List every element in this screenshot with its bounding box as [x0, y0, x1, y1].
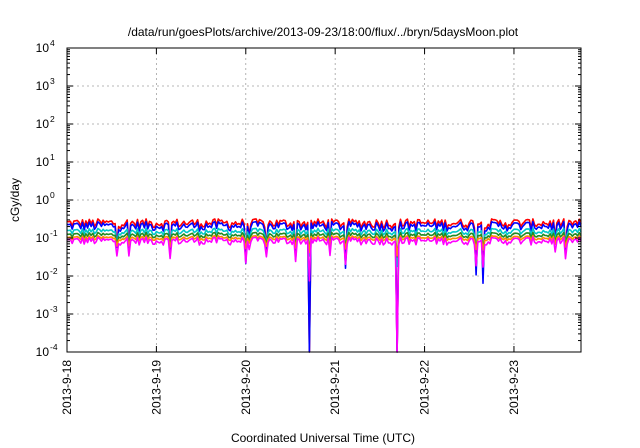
y-tick-label: 10 — [36, 345, 50, 359]
y-tick-exponent: -4 — [50, 342, 58, 352]
y-tick-label: 10 — [36, 41, 50, 55]
y-tick-label: 10 — [36, 155, 50, 169]
x-tick-label: 2013-9-20 — [239, 360, 253, 415]
grid — [67, 48, 581, 352]
series-layer — [66, 218, 582, 353]
series-line-5 — [66, 234, 582, 257]
y-tick-label: 10 — [36, 79, 50, 93]
series-line-2 — [66, 220, 582, 353]
y-tick-label: 10 — [36, 193, 50, 207]
y-tick-exponent: 0 — [50, 190, 55, 200]
y-tick-exponent: -3 — [50, 304, 58, 314]
y-tick-exponent: -1 — [50, 228, 58, 238]
y-tick-label: 10 — [36, 307, 50, 321]
x-tick-label: 2013-9-18 — [60, 360, 74, 415]
y-tick-exponent: 1 — [50, 152, 55, 162]
y-tick-exponent: 4 — [50, 38, 55, 48]
x-tick-label: 2013-9-23 — [507, 360, 521, 415]
ticks — [66, 47, 581, 353]
y-tick-exponent: 3 — [50, 76, 55, 86]
y-tick-label: 10 — [36, 269, 50, 283]
x-tick-label: 2013-9-21 — [328, 360, 342, 415]
chart-title: /data/run/goesPlots/archive/2013-09-23/1… — [128, 25, 519, 39]
series-line-3 — [66, 227, 582, 268]
x-tick-label: 2013-9-22 — [418, 360, 432, 415]
y-tick-label: 10 — [36, 117, 50, 131]
y-tick-exponent: 2 — [50, 114, 55, 124]
y-tick-label: 10 — [36, 231, 50, 245]
series-line-6 — [66, 236, 582, 353]
y-axis-label: cGy/day — [8, 178, 22, 222]
series-line-1 — [66, 218, 582, 353]
series-line-4 — [66, 231, 582, 258]
x-tick-label: 2013-9-19 — [149, 360, 163, 415]
x-axis-label: Coordinated Universal Time (UTC) — [231, 431, 415, 445]
x-tick-labels: 2013-9-18 2013-9-19 2013-9-20 2013-9-21 2013… — [60, 360, 521, 415]
y-tick-exponent: -2 — [50, 266, 58, 276]
